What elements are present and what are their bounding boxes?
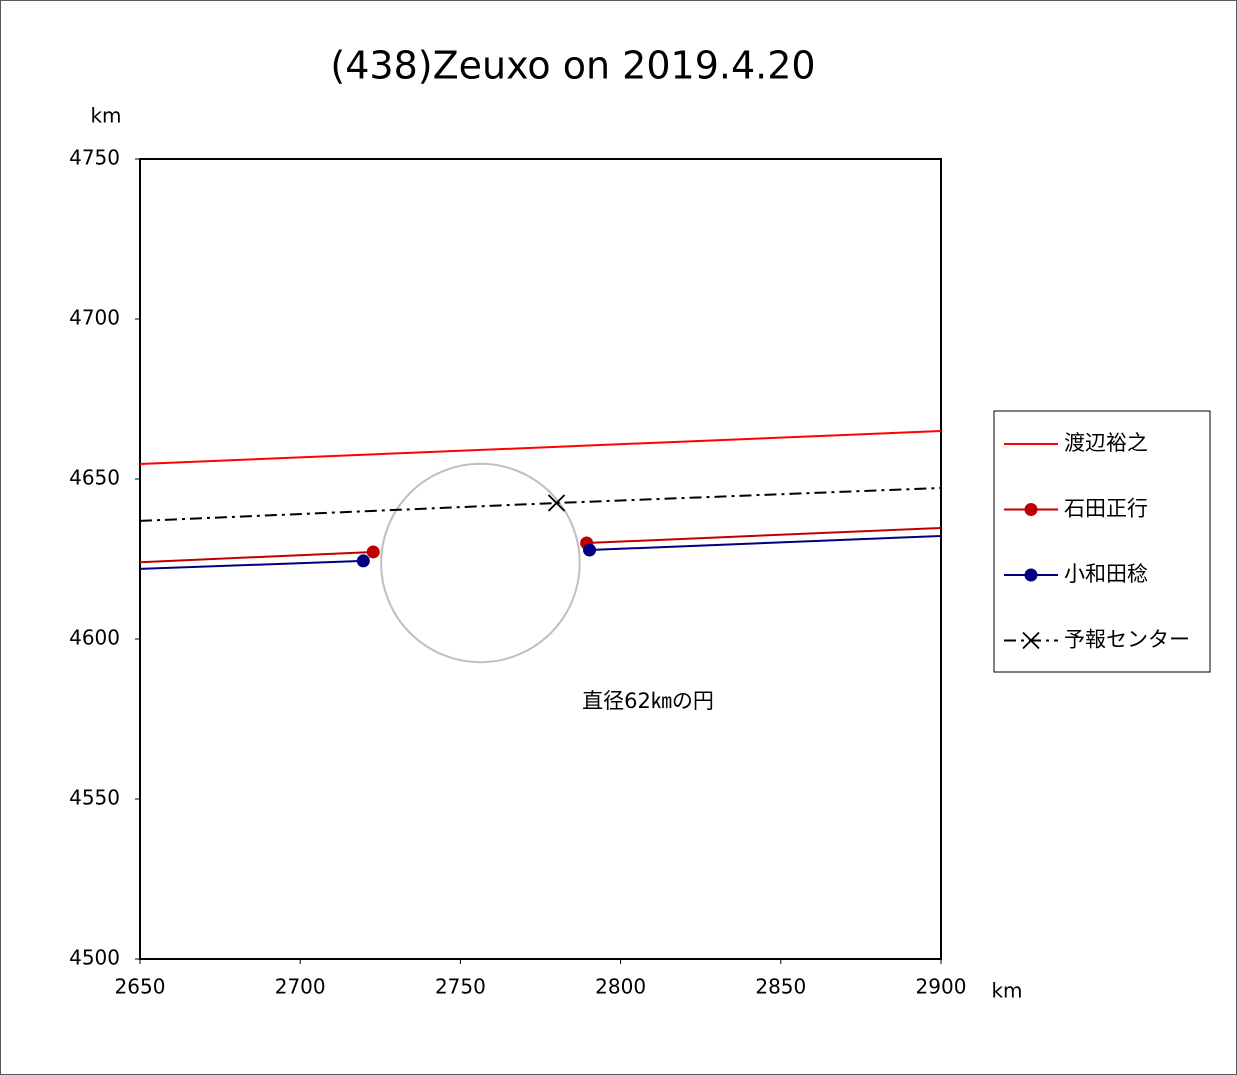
x-tick-label: 2800 bbox=[595, 975, 646, 999]
legend-label: 石田正行 bbox=[1064, 497, 1148, 521]
data-point bbox=[366, 545, 380, 559]
y-tick-label: 4750 bbox=[69, 146, 120, 170]
legend-marker bbox=[1024, 568, 1038, 582]
reference-circle bbox=[380, 462, 581, 664]
series-line bbox=[139, 550, 374, 564]
x-axis-unit: km bbox=[991, 979, 1022, 1003]
series-line bbox=[139, 430, 942, 465]
y-tick-label: 4600 bbox=[69, 626, 120, 650]
x-tick-label: 2700 bbox=[275, 975, 326, 999]
y-tick-label: 4550 bbox=[69, 786, 120, 810]
x-tick-label: 2750 bbox=[435, 975, 486, 999]
legend-label: 小和田稔 bbox=[1064, 562, 1148, 586]
x-tick-label: 2900 bbox=[916, 975, 967, 999]
plot-area bbox=[139, 158, 942, 960]
legend-label: 渡辺裕之 bbox=[1064, 431, 1148, 455]
data-point bbox=[583, 543, 597, 557]
circle-label: 直径62㎞の円 bbox=[582, 689, 714, 713]
legend-marker bbox=[1024, 503, 1038, 516]
legend-marker bbox=[1022, 631, 1040, 650]
y-tick-label: 4700 bbox=[69, 306, 120, 330]
y-tick-label: 4500 bbox=[69, 946, 120, 970]
series-line bbox=[586, 526, 942, 544]
y-tick-label: 4650 bbox=[69, 466, 120, 490]
x-tick-label: 2850 bbox=[755, 975, 806, 999]
chart-title: (438)Zeuxo on 2019.4.20 bbox=[330, 44, 815, 88]
series-line bbox=[589, 534, 942, 552]
data-point bbox=[547, 494, 566, 512]
series-line bbox=[139, 559, 364, 570]
data-point bbox=[356, 554, 370, 568]
legend bbox=[993, 410, 1211, 673]
legend-label: 予報センター bbox=[1064, 628, 1190, 652]
y-axis-unit: km bbox=[90, 104, 121, 128]
x-tick-label: 2650 bbox=[115, 975, 166, 999]
